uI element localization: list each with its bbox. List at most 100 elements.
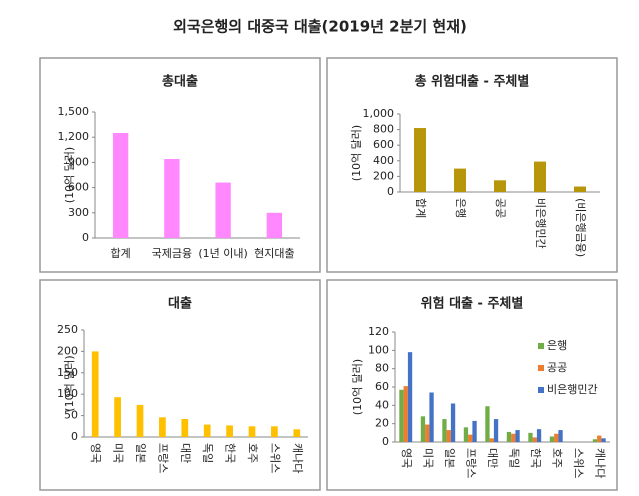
y-tick-label: 1,000 bbox=[363, 107, 395, 120]
bar bbox=[534, 161, 546, 192]
bar bbox=[136, 404, 144, 437]
bar bbox=[489, 438, 494, 442]
bar bbox=[532, 437, 537, 442]
y-tick-label: 0 bbox=[71, 430, 78, 443]
bar bbox=[494, 180, 506, 192]
legend-swatch bbox=[538, 343, 544, 349]
bar bbox=[536, 429, 542, 442]
y-tick-label: 100 bbox=[368, 343, 389, 356]
bar bbox=[574, 186, 586, 192]
x-tick-label: 한국 bbox=[529, 448, 542, 468]
bar bbox=[420, 416, 426, 442]
bar bbox=[554, 433, 559, 442]
bar bbox=[215, 182, 231, 238]
bar bbox=[442, 419, 447, 442]
x-tick-label: 국제금융 bbox=[152, 247, 192, 260]
bar bbox=[463, 427, 469, 442]
bar bbox=[485, 406, 490, 442]
y-axis-label: (10억 달러) bbox=[63, 147, 76, 203]
x-tick-label: 대만 bbox=[179, 443, 192, 463]
x-tick-label: (비은행금융) bbox=[574, 198, 587, 257]
y-tick-label: 600 bbox=[68, 181, 89, 194]
x-tick-label: 캐나다 bbox=[291, 443, 304, 473]
y-tick-label: 0 bbox=[387, 185, 394, 198]
y-tick-label: 200 bbox=[57, 344, 78, 357]
bar bbox=[407, 352, 413, 442]
bar bbox=[203, 424, 211, 437]
y-axis-label: (10억 달러) bbox=[63, 355, 76, 411]
x-tick-label: 스위스 bbox=[268, 443, 281, 473]
x-tick-label: 캐나다 bbox=[593, 448, 606, 478]
x-tick-label: 미국 bbox=[421, 448, 434, 468]
x-tick-label: 미국 bbox=[112, 443, 125, 463]
bar bbox=[446, 430, 451, 442]
y-tick-label: 60 bbox=[375, 380, 389, 393]
bar bbox=[399, 389, 404, 442]
bar bbox=[472, 420, 477, 442]
bar bbox=[592, 439, 598, 442]
bar bbox=[414, 128, 426, 192]
legend-swatch bbox=[538, 387, 544, 393]
bar bbox=[181, 419, 189, 437]
y-tick-label: 1,200 bbox=[58, 130, 90, 143]
bar bbox=[266, 212, 283, 238]
bar bbox=[601, 438, 606, 442]
chart-title: 총대출 bbox=[162, 74, 198, 90]
x-tick-label: 독일 bbox=[201, 443, 215, 463]
legend-label: 공공 bbox=[547, 361, 567, 374]
panel bbox=[39, 279, 321, 491]
y-tick-label: 100 bbox=[57, 387, 78, 400]
x-tick-label: 독일 bbox=[507, 448, 521, 468]
y-tick-label: 600 bbox=[373, 138, 394, 151]
y-tick-label: 120 bbox=[368, 325, 389, 338]
bar bbox=[506, 431, 512, 442]
bar bbox=[159, 417, 166, 437]
x-tick-label: 프랑스 bbox=[464, 448, 477, 478]
chart-title: 위험 대출 - 주체별 bbox=[421, 296, 524, 312]
panel bbox=[326, 57, 618, 273]
y-tick-label: 80 bbox=[375, 362, 389, 375]
x-tick-label: 프랑스 bbox=[156, 443, 169, 473]
page-title: 외국은행의 대중국 대출(2019년 2분기 현재) bbox=[173, 18, 467, 36]
x-tick-label: 은행 bbox=[454, 198, 467, 218]
bar bbox=[549, 436, 555, 442]
x-tick-label: 영국 bbox=[89, 443, 102, 463]
bar bbox=[515, 430, 520, 442]
y-tick-label: 20 bbox=[375, 417, 389, 430]
legend-swatch bbox=[538, 365, 544, 371]
bar bbox=[293, 429, 301, 437]
y-tick-label: 50 bbox=[64, 409, 78, 422]
y-tick-label: 1,500 bbox=[58, 105, 90, 118]
chart-title: 총 위험대출 - 주체별 bbox=[415, 74, 530, 90]
bar bbox=[226, 425, 233, 437]
y-tick-label: 250 bbox=[57, 323, 78, 336]
bar bbox=[114, 397, 121, 437]
x-tick-label: 영국 bbox=[400, 448, 413, 468]
bar bbox=[271, 426, 278, 437]
x-tick-label: 호주 bbox=[246, 443, 259, 463]
bar bbox=[528, 432, 533, 442]
y-tick-label: 0 bbox=[382, 435, 389, 448]
bar bbox=[450, 403, 456, 442]
bar bbox=[91, 351, 99, 437]
bar bbox=[164, 159, 180, 238]
y-tick-label: 800 bbox=[373, 123, 394, 136]
x-tick-label: 호주 bbox=[550, 448, 563, 468]
bar bbox=[454, 168, 466, 192]
panel bbox=[326, 279, 618, 491]
bar bbox=[429, 392, 434, 442]
x-tick-label: 스위스 bbox=[572, 448, 585, 478]
x-tick-label: 일본 bbox=[134, 443, 148, 463]
y-tick-label: 900 bbox=[68, 155, 89, 168]
y-tick-label: 300 bbox=[68, 206, 89, 219]
y-axis-label: (10억 달러) bbox=[350, 125, 363, 181]
x-tick-label: 대만 bbox=[486, 448, 499, 468]
bar bbox=[425, 424, 430, 442]
y-axis-label: (10억 달러) bbox=[351, 359, 364, 415]
bar bbox=[597, 435, 602, 442]
x-tick-label: 합계 bbox=[111, 247, 131, 260]
bar bbox=[248, 426, 256, 437]
y-tick-label: 150 bbox=[57, 366, 78, 379]
bar bbox=[112, 133, 129, 238]
